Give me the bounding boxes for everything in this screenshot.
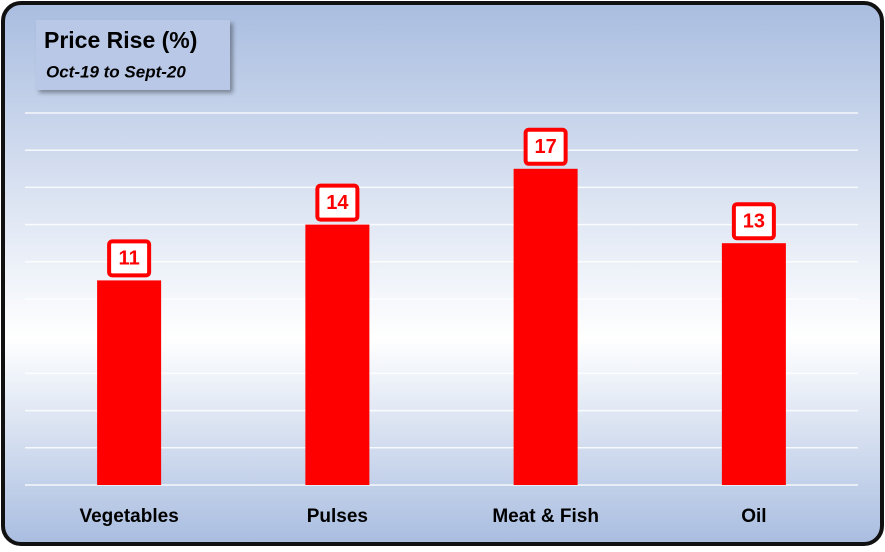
bar <box>721 243 786 485</box>
bar <box>305 224 370 485</box>
data-label-box <box>315 183 360 222</box>
chart-subtitle: Oct-19 to Sept-20 <box>46 62 186 81</box>
chart-title: Price Rise (%) <box>44 27 197 53</box>
data-label-box <box>523 127 568 166</box>
data-label: 17 <box>535 136 557 158</box>
bar <box>97 280 162 485</box>
title-box <box>36 20 230 90</box>
x-tick-label: Pulses <box>307 506 368 527</box>
x-tick-label: Vegetables <box>79 506 178 527</box>
x-tick-label: Oil <box>741 506 766 527</box>
bar <box>513 168 578 486</box>
data-label: 11 <box>119 248 140 270</box>
data-label: 14 <box>326 192 349 214</box>
data-label-box <box>107 239 152 278</box>
data-label: 13 <box>743 210 765 232</box>
data-label-box <box>731 202 776 241</box>
x-tick-label: Meat & Fish <box>492 506 599 527</box>
